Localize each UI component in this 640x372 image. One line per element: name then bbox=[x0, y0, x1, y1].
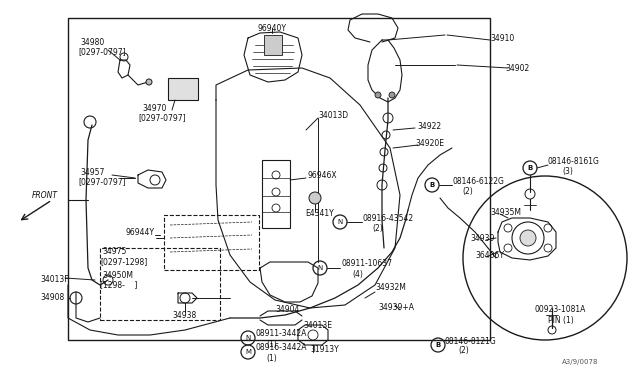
Text: [1298-    ]: [1298- ] bbox=[100, 280, 138, 289]
Text: 31913Y: 31913Y bbox=[310, 346, 339, 355]
Text: N: N bbox=[317, 265, 323, 271]
Text: 36406Y: 36406Y bbox=[475, 250, 504, 260]
Text: (3): (3) bbox=[562, 167, 573, 176]
Text: 34013E: 34013E bbox=[303, 321, 332, 330]
Text: 34957: 34957 bbox=[80, 167, 104, 176]
Text: 34938: 34938 bbox=[172, 311, 196, 320]
Text: 96946X: 96946X bbox=[308, 170, 338, 180]
Text: 34935M: 34935M bbox=[490, 208, 521, 217]
Text: 00923-1081A: 00923-1081A bbox=[535, 305, 586, 314]
Text: 08911-3442A: 08911-3442A bbox=[256, 330, 307, 339]
Text: 34922: 34922 bbox=[417, 122, 441, 131]
Text: M: M bbox=[245, 349, 251, 355]
Text: B: B bbox=[527, 165, 532, 171]
Text: 34920E: 34920E bbox=[415, 138, 444, 148]
Text: (2): (2) bbox=[458, 346, 468, 356]
Bar bbox=[168, 78, 198, 100]
Text: 96944Y: 96944Y bbox=[125, 228, 154, 237]
Text: 08916-3442A: 08916-3442A bbox=[256, 343, 307, 353]
Bar bbox=[100, 248, 220, 320]
Text: 34975: 34975 bbox=[102, 247, 126, 257]
Text: [0297-0797]: [0297-0797] bbox=[78, 177, 125, 186]
Bar bbox=[262, 160, 290, 228]
Text: B: B bbox=[435, 342, 440, 348]
Circle shape bbox=[375, 92, 381, 98]
Text: E4341Y: E4341Y bbox=[305, 208, 333, 218]
Text: [0297-0797]: [0297-0797] bbox=[138, 113, 186, 122]
Text: 34980: 34980 bbox=[80, 38, 104, 46]
Text: PIN (1): PIN (1) bbox=[548, 315, 573, 324]
Text: 34970: 34970 bbox=[142, 103, 166, 112]
Text: N: N bbox=[245, 335, 251, 341]
Text: 34013F: 34013F bbox=[40, 276, 68, 285]
Text: N: N bbox=[337, 219, 342, 225]
Text: 34904: 34904 bbox=[275, 305, 300, 314]
Circle shape bbox=[520, 230, 536, 246]
Text: 34950M: 34950M bbox=[102, 270, 133, 279]
Text: (2): (2) bbox=[372, 224, 383, 232]
Bar bbox=[68, 18, 490, 340]
Text: 08146-6122G: 08146-6122G bbox=[453, 176, 505, 186]
Text: (1): (1) bbox=[266, 353, 276, 362]
Circle shape bbox=[146, 79, 152, 85]
Text: FRONT: FRONT bbox=[32, 190, 58, 199]
Text: 08911-10637: 08911-10637 bbox=[342, 260, 393, 269]
Text: [0297-1298]: [0297-1298] bbox=[100, 257, 147, 266]
Text: (1): (1) bbox=[266, 340, 276, 349]
Text: 34939+A: 34939+A bbox=[378, 304, 414, 312]
Text: 34902: 34902 bbox=[505, 64, 529, 73]
Text: 34932M: 34932M bbox=[375, 283, 406, 292]
Bar bbox=[264, 35, 282, 55]
Text: 08146-8161G: 08146-8161G bbox=[548, 157, 600, 166]
Text: B: B bbox=[429, 182, 435, 188]
Text: 96940Y: 96940Y bbox=[258, 23, 287, 32]
Circle shape bbox=[309, 192, 321, 204]
Text: A3/9/0078: A3/9/0078 bbox=[562, 359, 598, 365]
Text: 34939: 34939 bbox=[470, 234, 494, 243]
Circle shape bbox=[389, 92, 395, 98]
Text: 34013D: 34013D bbox=[318, 110, 348, 119]
Text: 08146-8121G: 08146-8121G bbox=[445, 337, 497, 346]
Text: 34910: 34910 bbox=[490, 33, 515, 42]
Text: 34908: 34908 bbox=[40, 294, 64, 302]
Text: 08916-43542: 08916-43542 bbox=[363, 214, 414, 222]
Text: (2): (2) bbox=[462, 186, 473, 196]
Text: [0297-0797]: [0297-0797] bbox=[78, 48, 125, 57]
Text: (4): (4) bbox=[352, 269, 363, 279]
Bar bbox=[164, 215, 259, 270]
